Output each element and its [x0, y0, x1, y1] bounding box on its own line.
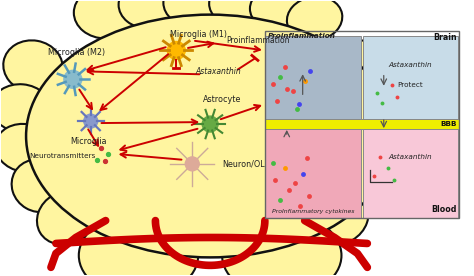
Text: Microglia (M1): Microglia (M1) [170, 30, 227, 39]
Ellipse shape [0, 84, 51, 132]
Text: Astaxanthin: Astaxanthin [389, 153, 432, 160]
Text: Neurotransmitters: Neurotransmitters [30, 153, 96, 159]
Text: Blood: Blood [431, 205, 457, 214]
Ellipse shape [12, 159, 66, 212]
Circle shape [64, 70, 82, 88]
Ellipse shape [26, 15, 394, 258]
Text: Proinflammation: Proinflammation [226, 36, 290, 45]
Ellipse shape [287, 0, 342, 41]
Text: BBB: BBB [440, 121, 457, 127]
Ellipse shape [353, 84, 412, 132]
Text: Microglia (M2): Microglia (M2) [48, 48, 105, 57]
Ellipse shape [209, 0, 265, 26]
Circle shape [167, 41, 185, 59]
Circle shape [202, 116, 218, 132]
FancyBboxPatch shape [363, 129, 458, 217]
FancyBboxPatch shape [265, 36, 361, 119]
Text: Neuron/OL: Neuron/OL [222, 159, 264, 168]
Ellipse shape [340, 159, 395, 212]
Ellipse shape [352, 124, 411, 172]
Text: Brain: Brain [433, 33, 457, 41]
Circle shape [84, 114, 98, 128]
Text: Astaxanthin: Astaxanthin [389, 62, 432, 68]
FancyBboxPatch shape [363, 36, 458, 119]
Ellipse shape [3, 40, 63, 92]
Ellipse shape [0, 124, 55, 172]
Text: Astaxanthin: Astaxanthin [195, 67, 241, 76]
Ellipse shape [337, 40, 397, 92]
Text: Protect: Protect [398, 82, 423, 88]
Text: Microglia: Microglia [71, 137, 107, 146]
Text: Proinflammation: Proinflammation [268, 33, 336, 39]
Text: Astrocyte: Astrocyte [203, 95, 241, 104]
Ellipse shape [222, 214, 341, 276]
FancyBboxPatch shape [265, 119, 459, 129]
Ellipse shape [37, 191, 95, 245]
FancyBboxPatch shape [265, 129, 361, 217]
Ellipse shape [79, 214, 198, 276]
Ellipse shape [74, 0, 137, 39]
Ellipse shape [250, 0, 306, 31]
Ellipse shape [310, 191, 368, 245]
Circle shape [185, 157, 199, 171]
Ellipse shape [164, 0, 223, 26]
Ellipse shape [30, 18, 390, 253]
Ellipse shape [118, 0, 178, 28]
Text: ProInflammatory cytokines: ProInflammatory cytokines [272, 209, 355, 214]
